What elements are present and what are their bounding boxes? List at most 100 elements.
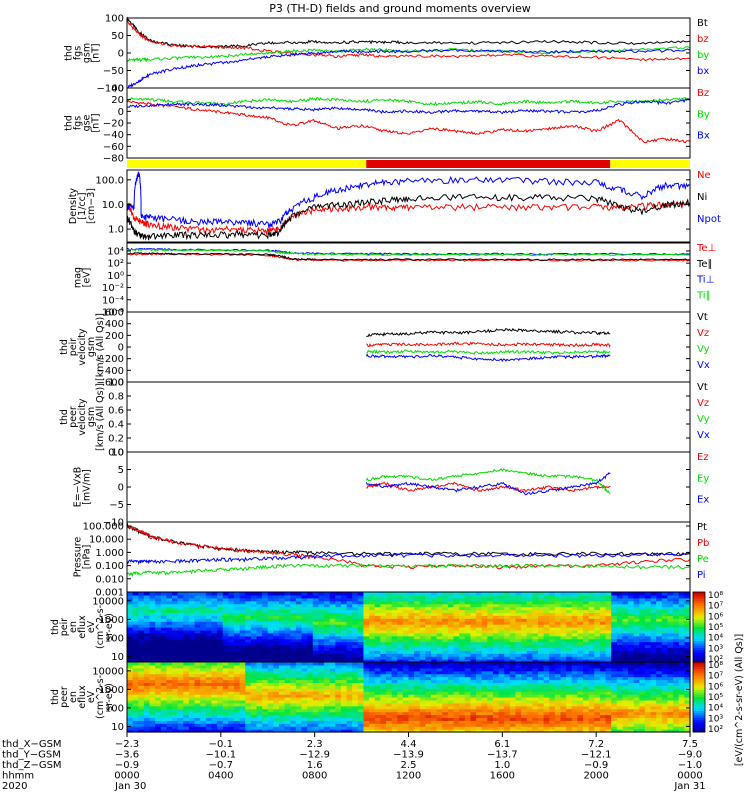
spectrogram-cell — [492, 609, 500, 614]
spectrogram-cell — [504, 653, 511, 657]
spectrogram-cell — [217, 662, 224, 666]
spectrogram-cell — [352, 629, 359, 634]
spectrogram-cell — [307, 726, 314, 730]
spectrogram-cell — [205, 664, 213, 669]
spectrogram-cell — [476, 729, 483, 733]
spectrogram-cell — [605, 656, 612, 660]
spectrogram-cell — [408, 638, 415, 643]
spectrogram-cell — [340, 662, 348, 666]
spectrogram-cell — [408, 615, 415, 619]
spectrogram-cell — [537, 600, 545, 605]
temperature-ytick-label: 10⁻² — [102, 283, 124, 294]
spectrogram-cell — [509, 705, 517, 710]
spectrogram-cell — [222, 682, 229, 686]
peir-velocity-series-3 — [365, 353, 611, 362]
spectrogram-cell — [605, 697, 612, 701]
spectrogram-cell — [397, 708, 404, 713]
spectrogram-cell — [447, 688, 455, 692]
spectrogram-cell — [160, 644, 168, 649]
spectrogram-cell — [408, 609, 415, 614]
spectrogram-cell — [177, 729, 184, 733]
spectrogram-cell — [650, 697, 657, 701]
spectrogram-cell — [250, 635, 258, 640]
spectrogram-cell — [644, 705, 652, 710]
spectrogram-cell — [149, 679, 156, 684]
peir-velocity-ylabel: thdpeirvelocitygsm[km/s (All Qs)] — [59, 313, 106, 381]
spectrogram-cell — [470, 723, 477, 727]
spectrogram-cell — [521, 694, 528, 698]
spectrogram-cell — [318, 600, 325, 605]
spectrogram-cell — [447, 641, 455, 646]
spectrogram-cell — [464, 653, 472, 657]
spectrogram-cell — [498, 606, 505, 611]
spectrogram-cell — [127, 653, 134, 657]
spectrogram-cell — [583, 726, 590, 730]
spectrogram-cell — [397, 606, 404, 611]
pressure-series-2 — [126, 563, 691, 578]
spectrogram-cell — [639, 592, 646, 596]
spectrogram-cell — [357, 656, 365, 660]
spectrogram-cell — [549, 629, 556, 634]
spectrogram-cell — [391, 664, 398, 669]
spectrogram-cell — [402, 662, 410, 666]
spectrogram-cell — [549, 664, 556, 669]
spectrogram-cell — [385, 685, 393, 689]
spectrogram-cell — [611, 697, 618, 701]
spectrogram-cell — [644, 670, 652, 675]
efield-series-2 — [365, 472, 611, 496]
spectrogram-cell — [656, 592, 663, 596]
spectrogram-cell — [222, 647, 229, 651]
spectrogram-cell — [200, 612, 207, 616]
spectrogram-cell — [605, 717, 612, 721]
spectrogram-cell — [504, 632, 511, 637]
spectrogram-cell — [644, 729, 652, 733]
spectrogram-cell — [515, 667, 522, 672]
spectrogram-cell — [442, 685, 449, 689]
spectrogram-cell — [498, 691, 505, 695]
spectrogram-cell — [650, 606, 657, 611]
spectrogram-cell — [194, 664, 201, 669]
spectrogram-cell — [329, 653, 336, 657]
spectrogram-cell — [492, 594, 500, 599]
spectrogram-cell — [560, 673, 567, 678]
spectrogram-cell — [160, 708, 168, 713]
spectrogram-cell — [537, 702, 545, 707]
spectrogram-cell — [476, 653, 483, 657]
spectrogram-cell — [408, 600, 415, 605]
ylabel-line: velocity — [77, 328, 88, 366]
spectrogram-cell — [532, 627, 539, 631]
spectrogram-cell — [340, 615, 348, 619]
spectrogram-cell — [470, 644, 477, 649]
spectrogram-cell — [532, 726, 539, 730]
spectrogram-cell — [177, 714, 184, 719]
colorbar-cell — [693, 608, 705, 612]
spectrogram-cell — [577, 627, 584, 631]
spectrogram-cell — [543, 691, 550, 695]
spectrogram-cell — [554, 638, 562, 643]
spectrogram-cell — [526, 694, 533, 698]
spectrogram-cell — [650, 592, 657, 596]
spectrogram-cell — [459, 685, 466, 689]
spectrogram-cell — [166, 656, 173, 660]
spectrogram-cell — [656, 699, 663, 704]
spectrogram-cell — [419, 697, 426, 701]
spectrogram-cell — [459, 699, 466, 704]
spectrogram-cell — [233, 664, 241, 669]
spectrogram-cell — [279, 729, 286, 733]
spectrogram-cell — [611, 606, 618, 611]
spectrogram-cell — [177, 618, 184, 622]
spectrogram-cell — [312, 627, 320, 631]
spectrogram-cell — [273, 618, 280, 622]
spectrogram-cell — [172, 638, 179, 643]
spectrogram-cell — [543, 609, 550, 614]
spectrogram-cell — [138, 682, 145, 686]
spectrogram-cell — [318, 609, 325, 614]
spectrogram-cell — [667, 641, 674, 646]
spectrogram-cell — [515, 659, 522, 663]
spectrogram-cell — [295, 720, 303, 724]
spectrogram-cell — [543, 606, 550, 611]
spectrogram-cell — [205, 714, 213, 719]
spectrogram-cell — [599, 714, 607, 719]
spectrogram-cell — [239, 638, 246, 643]
spectrogram-cell — [346, 711, 353, 716]
